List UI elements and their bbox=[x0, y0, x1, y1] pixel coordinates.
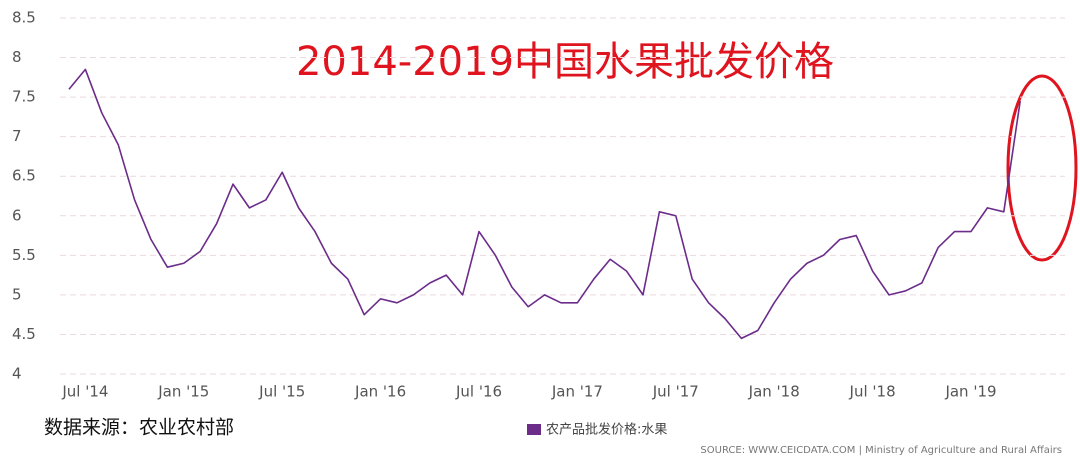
y-tick-label: 6.5 bbox=[12, 167, 36, 185]
x-tick-label: Jul '16 bbox=[455, 383, 502, 401]
data-line bbox=[68, 68, 1021, 340]
x-tick-label: Jul '18 bbox=[849, 383, 896, 401]
x-tick-label: Jan '17 bbox=[551, 383, 603, 401]
y-tick-label: 4.5 bbox=[12, 325, 36, 343]
x-tick-label: Jan '16 bbox=[354, 383, 406, 401]
y-tick-label: 7.5 bbox=[12, 88, 36, 106]
legend-label: 农产品批发价格:水果 bbox=[546, 422, 667, 438]
y-tick-label: 5.5 bbox=[12, 246, 36, 264]
highlight-ellipse bbox=[1006, 74, 1078, 262]
y-tick-label: 6 bbox=[12, 206, 22, 224]
x-tick-label: Jan '19 bbox=[944, 383, 996, 401]
y-tick-label: 5 bbox=[12, 285, 22, 303]
x-tick-label: Jul '15 bbox=[258, 383, 305, 401]
x-tick-label: Jul '14 bbox=[61, 383, 108, 401]
source-note: 数据来源：农业农村部 bbox=[44, 417, 234, 439]
y-tick-label: 8.5 bbox=[12, 9, 36, 27]
x-tick-label: Jul '17 bbox=[652, 383, 699, 401]
y-tick-label: 8 bbox=[12, 48, 22, 66]
y-tick-label: 7 bbox=[12, 127, 22, 145]
y-tick-label: 4 bbox=[12, 365, 22, 383]
x-tick-label: Jan '18 bbox=[748, 383, 800, 401]
legend-swatch bbox=[527, 424, 541, 435]
source-credit: SOURCE: WWW.CEICDATA.COM | Ministry of A… bbox=[700, 445, 1062, 456]
x-tick-label: Jan '15 bbox=[157, 383, 209, 401]
chart-title: 2014-2019中国水果批发价格 bbox=[296, 39, 834, 85]
